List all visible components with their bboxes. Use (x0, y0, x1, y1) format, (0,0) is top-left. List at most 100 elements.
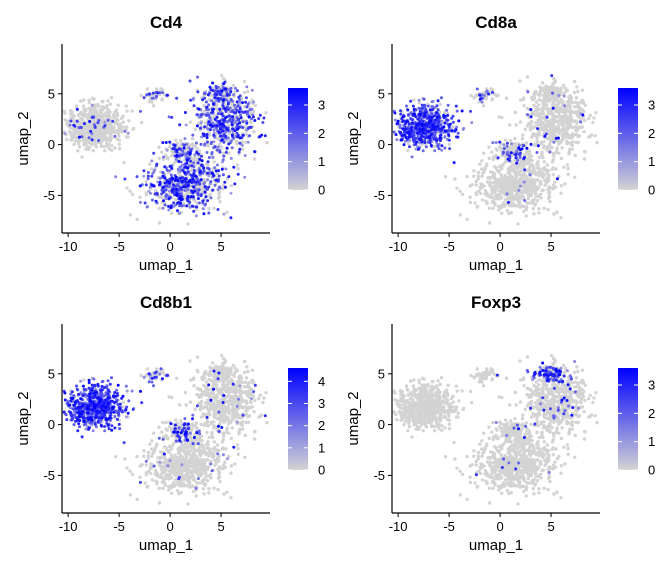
cell-point (472, 169, 476, 173)
cell-point (195, 124, 199, 128)
cell-point (509, 139, 513, 143)
cell-point (201, 98, 205, 102)
cell-point (246, 140, 250, 144)
cell-point (511, 185, 516, 189)
cell-point (202, 178, 206, 182)
cell-point (155, 162, 159, 166)
cell-point (135, 175, 139, 179)
legend-tick-label: 3 (318, 98, 325, 113)
cell-point (171, 462, 175, 466)
cell-point (207, 491, 211, 495)
cell-point (392, 130, 396, 134)
cell-point (517, 188, 521, 192)
cell-point (209, 196, 213, 200)
cell-point (157, 221, 162, 225)
cell-point (177, 184, 181, 188)
cell-point (238, 136, 242, 140)
cell-point (144, 191, 148, 195)
cell-point (180, 153, 184, 157)
cell-point (111, 125, 115, 129)
cell-point (75, 119, 79, 123)
cell-point (531, 166, 536, 170)
cell-point (476, 174, 480, 178)
cell-point (146, 450, 151, 455)
cell-point (455, 109, 459, 113)
cell-point (563, 104, 566, 108)
cell-point (145, 87, 149, 91)
cell-point (557, 142, 561, 146)
cell-point (537, 211, 541, 215)
cell-point (252, 410, 256, 414)
cell-point (405, 120, 408, 124)
cell-point (173, 179, 177, 182)
cell-point (506, 150, 510, 154)
cell-point (186, 184, 190, 188)
cell-point (525, 177, 529, 181)
cell-point (595, 141, 599, 145)
cell-point (147, 100, 151, 104)
cell-point (523, 174, 527, 178)
cell-point (422, 97, 426, 101)
cell-point (257, 117, 261, 121)
cell-point (156, 91, 160, 95)
cell-point (179, 201, 182, 205)
cell-point (151, 91, 155, 95)
cell-point (552, 140, 556, 144)
cell-point (161, 465, 165, 469)
cell-point (398, 126, 402, 130)
cell-point (163, 165, 167, 169)
cell-point (516, 158, 520, 162)
cell-point (550, 74, 554, 78)
cell-point (399, 131, 402, 135)
cell-point (77, 135, 81, 139)
cell-point (212, 440, 216, 444)
cell-point (163, 181, 167, 185)
cell-point (448, 147, 452, 151)
cell-point (533, 109, 537, 113)
cell-point (142, 96, 146, 100)
cell-point (526, 196, 531, 201)
y-tick-label: -5 (43, 188, 55, 203)
cell-point (216, 196, 221, 200)
cell-point (195, 180, 199, 184)
cell-point (186, 158, 190, 162)
cell-point (567, 110, 571, 114)
cell-point (167, 181, 171, 184)
cell-point (171, 467, 175, 471)
cell-point (528, 173, 532, 177)
cell-point (190, 456, 195, 460)
cell-point (506, 141, 509, 145)
cell-point (221, 94, 224, 98)
cell-point (501, 177, 505, 182)
cell-point (138, 200, 142, 204)
cell-point (534, 195, 538, 199)
cell-point (153, 192, 157, 196)
cell-point (498, 145, 502, 149)
cell-point (233, 86, 237, 90)
cell-point (107, 127, 111, 131)
legend-tick-label: 2 (648, 126, 655, 141)
cell-point (453, 177, 457, 181)
cell-point (122, 160, 126, 165)
cell-point (205, 458, 210, 462)
cell-point (140, 120, 144, 125)
cell-point (142, 169, 146, 173)
cell-point (162, 190, 166, 194)
cell-point (576, 89, 580, 94)
cell-point (543, 127, 547, 131)
cell-point (90, 138, 94, 142)
cell-point (194, 175, 198, 179)
cell-point (241, 101, 244, 105)
cell-point (506, 157, 510, 161)
cell-point (67, 129, 72, 134)
cell-point (99, 129, 104, 133)
cell-point (525, 124, 530, 128)
cell-point (408, 145, 411, 149)
cell-point (559, 156, 563, 161)
cell-point (113, 110, 117, 115)
cell-point (174, 175, 178, 179)
cell-point (480, 183, 485, 187)
cell-point (212, 486, 216, 490)
cell-point (103, 120, 107, 124)
